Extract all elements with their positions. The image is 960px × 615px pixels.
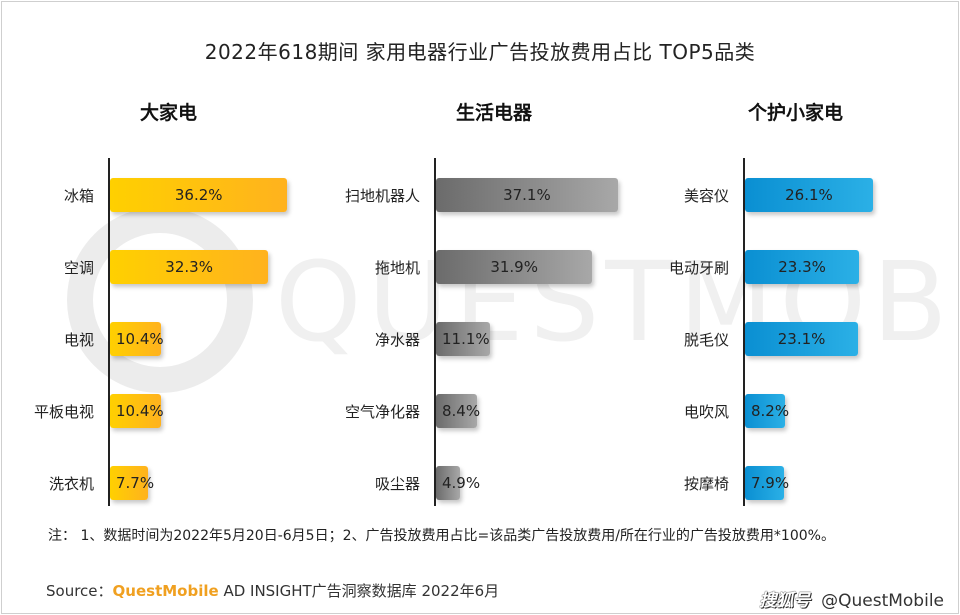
category-label: 拖地机 [374, 259, 420, 277]
bar [745, 250, 860, 284]
credit: 搜狐号 @QuestMobile [759, 586, 944, 611]
category-label: 脱毛仪 [683, 331, 729, 349]
category-label: 电视 [63, 331, 94, 349]
chart-title: 2022年618期间 家用电器行业广告投放费用占比 TOP5品类 [204, 40, 756, 64]
data-label: 4.9% [442, 474, 481, 492]
bar [436, 322, 491, 356]
data-label: 31.9% [490, 258, 538, 276]
bar [745, 322, 859, 356]
data-label: 11.1% [442, 330, 490, 348]
credit-handle: @QuestMobile [821, 591, 944, 611]
bar [436, 466, 460, 500]
bar [436, 178, 618, 212]
category-label: 扫地机器人 [344, 187, 420, 205]
category-label: 按摩椅 [683, 475, 729, 493]
bar [110, 466, 148, 500]
bar [745, 466, 784, 500]
category-label: 空调 [63, 259, 94, 277]
data-label: 8.2% [751, 402, 790, 420]
category-label: 冰箱 [63, 187, 94, 205]
bar [436, 394, 478, 428]
panel-title-1: 生活电器 [456, 102, 533, 124]
sohu-logo: 搜狐号 [759, 591, 811, 611]
data-label: 36.2% [174, 186, 223, 204]
bar [110, 322, 161, 356]
source-suffix: AD INSIGHT广告洞察数据库 2022年6月 [218, 582, 500, 600]
panel-title-2: 个护小家电 [748, 102, 844, 124]
data-label: 26.1% [785, 186, 833, 204]
source-line: Source：QuestMobile AD INSIGHT广告洞察数据库 202… [46, 580, 499, 601]
axis-line-2 [743, 158, 745, 506]
category-label: 吸尘器 [374, 475, 420, 493]
category-label: 电动牙刷 [668, 259, 729, 277]
data-label: 23.1% [777, 330, 826, 348]
data-label: 7.7% [116, 474, 155, 492]
bar [745, 394, 786, 428]
category-label: 美容仪 [683, 187, 729, 205]
data-label: 32.3% [165, 258, 213, 276]
bar [110, 394, 161, 428]
category-label: 空气净化器 [344, 403, 420, 421]
source-prefix: Source： [46, 582, 113, 600]
bar [110, 178, 288, 212]
data-label: 23.3% [778, 258, 826, 276]
bar [436, 250, 593, 284]
data-label: 8.4% [442, 402, 481, 420]
data-label: 10.4% [116, 330, 164, 348]
category-label: 净水器 [374, 331, 420, 349]
category-label: 洗衣机 [48, 475, 94, 493]
source-brand: QuestMobile [112, 582, 219, 600]
bar [745, 178, 873, 212]
data-label: 7.9% [751, 474, 790, 492]
axis-line-1 [434, 158, 436, 506]
category-label: 平板电视 [33, 403, 94, 421]
panel-title-0: 大家电 [140, 102, 198, 124]
bar [110, 250, 269, 284]
category-label: 电吹风 [683, 403, 729, 421]
axis-line-0 [108, 158, 110, 506]
data-label: 10.4% [116, 402, 164, 420]
footnote: 注： 1、数据时间为2022年5月20日-6月5日；2、广告投放费用占比=该品类… [48, 528, 835, 544]
data-label: 37.1% [503, 186, 551, 204]
